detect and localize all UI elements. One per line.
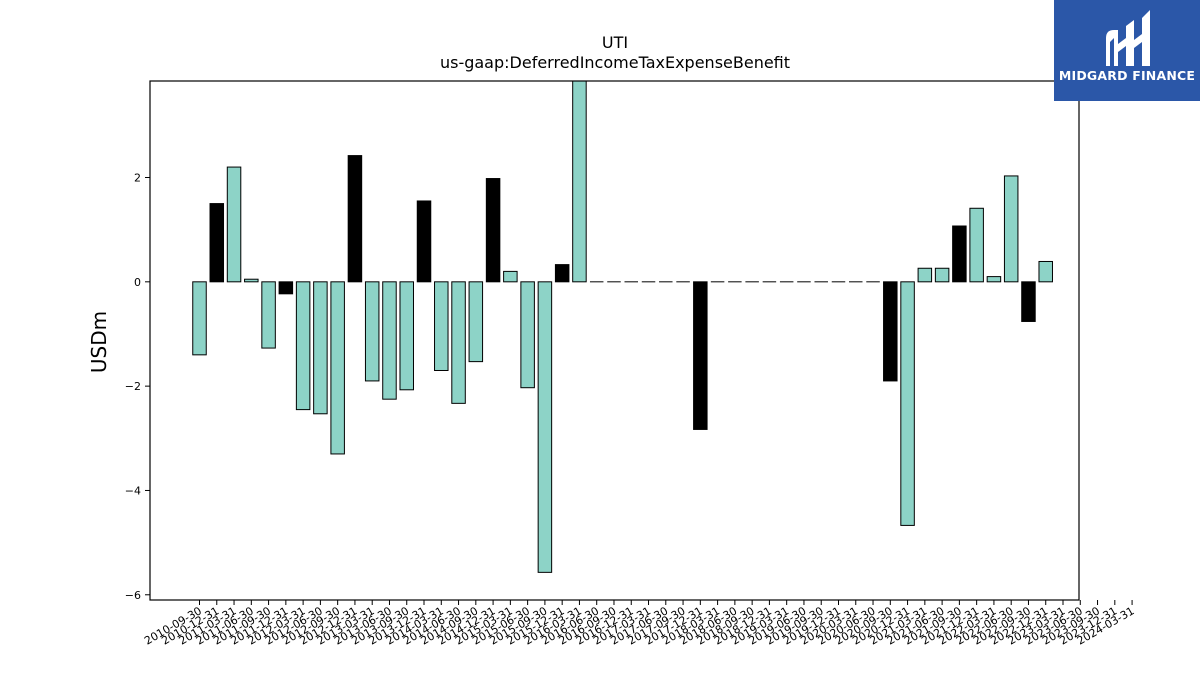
bar-2017-12-31 [693,281,708,430]
bar-2013-12-31 [416,200,432,283]
bar-2021-12-31 [969,207,984,283]
y-tick-label: −6 [125,589,141,602]
chart-title: UTI [602,33,628,52]
bar-2014-09-30 [468,281,484,363]
bar-2022-09-30 [1021,281,1036,322]
bar-2010-12-31 [209,203,225,283]
bar-2013-06-30 [382,281,397,400]
bar-2011-12-31 [278,281,294,295]
y-axis-ticks: 2 0 −2 −4 −6 [125,171,150,602]
y-tick-label: 2 [134,171,141,184]
bars-layer [192,80,1053,573]
brand-logo: MIDGARD FINANCE [1054,0,1200,101]
bar-2011-03-31 [226,166,242,283]
bar-2014-06-30 [451,281,466,404]
bar-2012-12-31 [347,155,363,283]
bar-2013-03-31 [364,281,380,382]
bar-2021-09-30 [952,225,967,283]
bar-2022-12-31 [1038,260,1053,283]
bar-2011-09-30 [261,281,276,349]
y-tick-label: −4 [125,484,141,497]
y-tick-label: −2 [125,380,141,393]
bar-2015-06-30 [520,281,535,389]
bar-2021-06-30 [934,267,950,283]
bar-2022-06-30 [1003,175,1019,283]
y-tick-label: 0 [134,276,141,289]
bar-2022-03-31 [986,276,1002,283]
bar-2020-09-30 [883,281,898,382]
bar-2015-03-31 [503,270,518,283]
bar-2021-03-31 [917,267,933,283]
bar-2012-06-30 [313,281,328,415]
bar-2013-09-30 [399,281,414,391]
chart-subtitle: us-gaap:DeferredIncomeTaxExpenseBenefit [440,53,790,72]
bar-2010-09-30 [192,281,207,356]
bar-2012-09-30 [330,281,345,455]
bar-2011-06-30 [244,278,259,283]
y-axis-label: USDm [87,311,111,373]
brand-name: MIDGARD FINANCE [1058,68,1196,83]
bar-2020-12-31 [900,281,915,526]
midgard-logo-icon [1106,10,1150,66]
bar-2014-12-31 [485,178,501,283]
bar-2015-12-31 [554,264,570,283]
bar-2016-03-31 [572,80,587,283]
bar-2014-03-31 [434,281,449,371]
plot-frame [149,80,1080,601]
bar-2012-03-31 [295,281,311,411]
x-axis-ticks: 2010-09-302010-12-312011-03-312011-06-30… [142,600,1137,648]
bar-2015-09-30 [537,281,553,573]
